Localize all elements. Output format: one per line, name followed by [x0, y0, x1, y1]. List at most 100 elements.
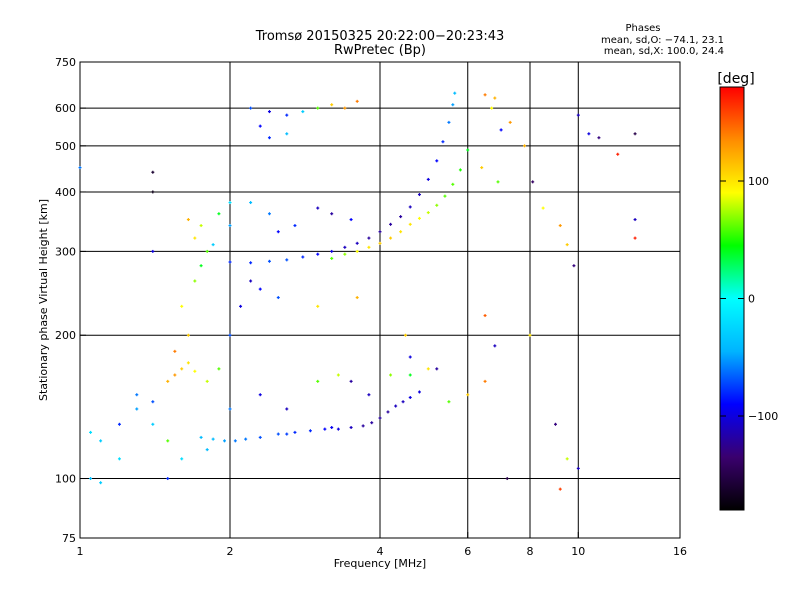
data-point: [451, 103, 455, 107]
data-point: [193, 369, 197, 373]
data-point: [285, 258, 289, 262]
y-tick-label: 600: [55, 102, 76, 115]
data-point: [99, 439, 103, 443]
data-point: [267, 212, 271, 216]
data-point: [267, 110, 271, 114]
x-tick-label: 2: [227, 545, 234, 558]
data-point: [180, 304, 184, 308]
data-point: [633, 218, 637, 222]
data-point: [453, 91, 457, 95]
data-point: [386, 410, 390, 414]
data-point: [558, 487, 562, 491]
data-point: [258, 124, 262, 128]
data-point: [117, 457, 121, 461]
data-point: [523, 144, 527, 148]
data-point: [389, 236, 393, 240]
x-tick-label: 6: [464, 545, 471, 558]
data-point: [330, 425, 334, 429]
data-point: [480, 166, 484, 170]
colorbar-tick-label: 100: [748, 175, 769, 188]
data-point: [205, 249, 209, 253]
legend-line-o: mean, sd,O: −74.1, 23.1: [601, 35, 724, 46]
data-point: [249, 261, 253, 265]
data-point: [228, 260, 232, 264]
data-point: [89, 430, 93, 434]
data-point: [249, 279, 253, 283]
data-point: [483, 379, 487, 383]
data-point: [408, 205, 412, 209]
data-point: [401, 400, 405, 404]
data-point: [367, 245, 371, 249]
data-point: [531, 180, 535, 184]
data-point: [576, 466, 580, 470]
data-point: [199, 224, 203, 228]
data-point: [223, 439, 227, 443]
data-point: [633, 236, 637, 240]
data-point: [285, 113, 289, 117]
data-point: [228, 333, 232, 337]
data-point: [490, 106, 494, 110]
data-point: [180, 367, 184, 371]
data-point: [316, 206, 320, 210]
data-point: [228, 407, 232, 411]
y-tick-label: 100: [55, 473, 76, 486]
data-point: [217, 367, 221, 371]
data-point: [166, 477, 170, 481]
data-point: [228, 224, 232, 228]
data-point: [166, 439, 170, 443]
data-point: [343, 106, 347, 110]
data-point: [151, 400, 155, 404]
data-point: [361, 424, 365, 428]
data-point: [408, 395, 412, 399]
data-point: [193, 279, 197, 283]
data-point: [558, 224, 562, 228]
data-point: [233, 439, 237, 443]
data-point: [244, 437, 248, 441]
data-point: [493, 96, 497, 100]
chart-subtitle: RwPretec (Bp): [334, 43, 426, 58]
x-axis-label: Frequency [MHz]: [334, 557, 426, 570]
data-point: [426, 367, 430, 371]
colorbar: [deg] 100 0 −100: [717, 71, 778, 511]
data-point: [301, 110, 305, 114]
data-point: [217, 212, 221, 216]
data-point: [228, 201, 232, 205]
data-point: [435, 367, 439, 371]
plot-area: 1 2 4 6 8 10 16 75 100 200 300 400 500 600 750: [55, 56, 687, 558]
data-point: [166, 379, 170, 383]
data-point: [330, 256, 334, 260]
data-point: [293, 430, 297, 434]
x-tick-label: 4: [377, 545, 384, 558]
data-point: [483, 314, 487, 318]
data-point: [508, 120, 512, 124]
x-tick-label: 8: [527, 545, 534, 558]
y-tick-label: 300: [55, 245, 76, 258]
data-point: [151, 422, 155, 426]
data-point: [466, 393, 470, 397]
y-tick-label: 400: [55, 186, 76, 199]
data-point: [447, 400, 451, 404]
data-point: [394, 404, 398, 408]
data-point: [205, 448, 209, 452]
data-point: [258, 287, 262, 291]
data-point: [408, 373, 412, 377]
data-point: [349, 218, 353, 222]
data-point: [370, 421, 374, 425]
data-point: [258, 393, 262, 397]
data-point: [447, 120, 451, 124]
data-point: [186, 333, 190, 337]
data-point: [633, 132, 637, 136]
data-point: [308, 429, 312, 433]
legend-line-x: mean, sd,X: 100.0, 24.4: [604, 46, 724, 57]
data-point: [426, 177, 430, 181]
data-point: [249, 201, 253, 205]
data-point: [186, 361, 190, 365]
data-point: [249, 106, 253, 110]
y-axis-label: Stationary phase Virtual Height [km]: [37, 199, 50, 401]
data-point: [565, 457, 569, 461]
data-point: [89, 477, 93, 481]
data-point: [541, 206, 545, 210]
data-point: [378, 230, 382, 234]
data-point: [285, 407, 289, 411]
data-point: [199, 435, 203, 439]
